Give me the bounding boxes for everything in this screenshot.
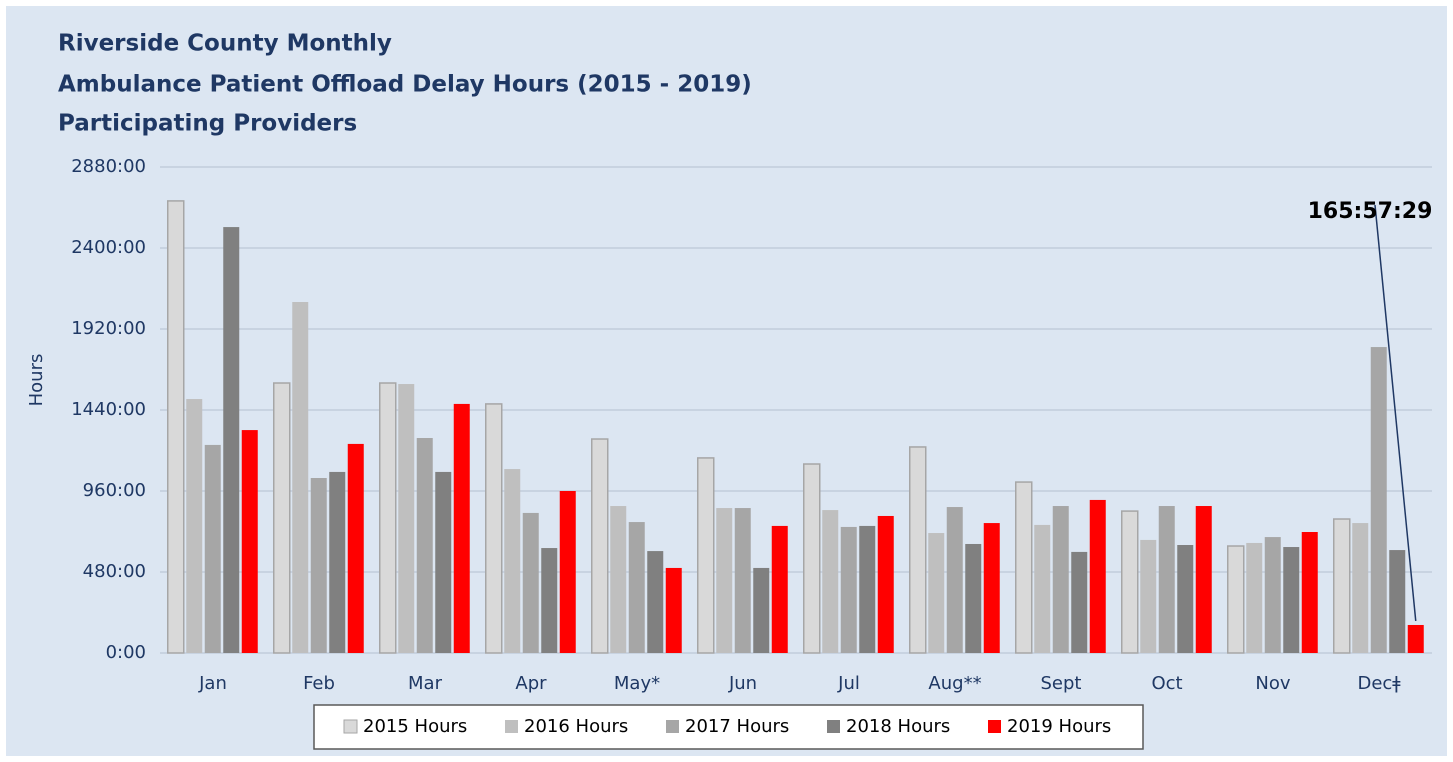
bar: [453, 403, 470, 653]
legend-swatch: [343, 719, 358, 734]
bar: [1158, 506, 1175, 653]
x-tick-label: Apr: [515, 673, 547, 694]
chart-title: Ambulance Patient Offload Delay Hours (2…: [58, 72, 752, 98]
bar: [591, 438, 609, 654]
y-tick-label: 480:00: [83, 561, 146, 582]
bar: [859, 525, 876, 653]
bar: [665, 567, 682, 653]
y-axis-title: Hours: [26, 354, 47, 407]
legend-swatch: [988, 720, 1001, 733]
chart-title: Participating Providers: [58, 111, 357, 137]
bar: [822, 510, 839, 653]
bar: [1389, 550, 1406, 653]
x-tick-label: Nov: [1255, 673, 1290, 694]
bar: [771, 525, 788, 653]
bar: [1089, 499, 1106, 653]
annotation: 165:57:29: [1308, 199, 1433, 224]
legend-label: 2015 Hours: [363, 716, 467, 737]
bar: [1227, 545, 1245, 654]
bar: [522, 512, 539, 653]
x-tick-label: Sept: [1041, 673, 1082, 694]
bar: [1034, 524, 1051, 653]
bar: [1052, 506, 1069, 653]
bar: [753, 567, 770, 653]
y-tick-label: 2400:00: [71, 237, 146, 258]
bar: [347, 443, 364, 653]
legend-swatch: [827, 720, 840, 733]
legend-label: 2018 Hours: [846, 716, 950, 737]
bar: [186, 399, 203, 653]
bar: [379, 382, 397, 654]
bar: [292, 302, 309, 653]
bar: [223, 227, 240, 653]
bar: [1407, 624, 1424, 653]
x-tick-label: Aug**: [928, 673, 981, 694]
bar: [734, 508, 751, 653]
bar: [928, 533, 945, 653]
legend-label: 2019 Hours: [1007, 716, 1111, 737]
annotation-line: [1374, 204, 1417, 622]
x-tick-label: Jul: [837, 673, 860, 694]
y-tick-label: 960:00: [83, 480, 146, 501]
legend-label: 2016 Hours: [524, 716, 628, 737]
y-tick-label: 1440:00: [71, 399, 146, 420]
y-tick-label: 2880:00: [71, 156, 146, 177]
legend: [313, 704, 1144, 750]
bar: [541, 548, 558, 653]
legend-swatch: [505, 720, 518, 733]
bar: [329, 471, 346, 653]
bar: [504, 469, 521, 653]
bar: [1140, 539, 1157, 653]
bar: [273, 382, 291, 654]
bar: [1195, 506, 1212, 653]
x-tick-label: Jun: [728, 673, 757, 694]
bar: [1352, 523, 1369, 653]
x-tick-label: Decǂ: [1357, 673, 1401, 694]
bar: [435, 471, 452, 653]
bar: [697, 457, 715, 654]
chart-title: Riverside County Monthly: [58, 31, 392, 57]
bar: [1246, 542, 1263, 653]
bar: [416, 438, 433, 653]
legend-label: 2017 Hours: [685, 716, 789, 737]
bar: [1301, 532, 1318, 653]
bar: [803, 463, 821, 654]
bar: [610, 506, 627, 653]
bar: [877, 515, 894, 653]
x-tick-label: Mar: [408, 673, 443, 694]
bar: [647, 551, 664, 653]
bar: [946, 507, 963, 653]
legend-swatch: [666, 720, 679, 733]
bar: [628, 522, 645, 653]
bar: [716, 508, 733, 653]
x-tick-label: Feb: [303, 673, 335, 694]
bar: [1015, 481, 1033, 654]
y-tick-label: 0:00: [106, 642, 146, 663]
bar: [204, 444, 221, 653]
x-tick-label: Oct: [1151, 673, 1182, 694]
bar: [241, 430, 258, 653]
bar: [1071, 551, 1088, 653]
bar: [909, 446, 927, 654]
bar: [1121, 510, 1139, 654]
bar: [167, 200, 185, 654]
bar: [983, 523, 1000, 653]
bar: [1333, 518, 1351, 654]
bar: [965, 543, 982, 653]
bar: [1264, 537, 1281, 653]
bar: [1370, 347, 1387, 653]
bar: [559, 491, 576, 653]
bar: [398, 384, 415, 653]
bar: [1177, 545, 1194, 653]
y-tick-label: 1920:00: [71, 318, 146, 339]
bar: [840, 526, 857, 653]
bar: [485, 403, 503, 654]
x-tick-label: May*: [614, 673, 660, 694]
bar: [1283, 547, 1300, 653]
bar: [310, 478, 327, 653]
x-tick-label: Jan: [198, 673, 227, 694]
